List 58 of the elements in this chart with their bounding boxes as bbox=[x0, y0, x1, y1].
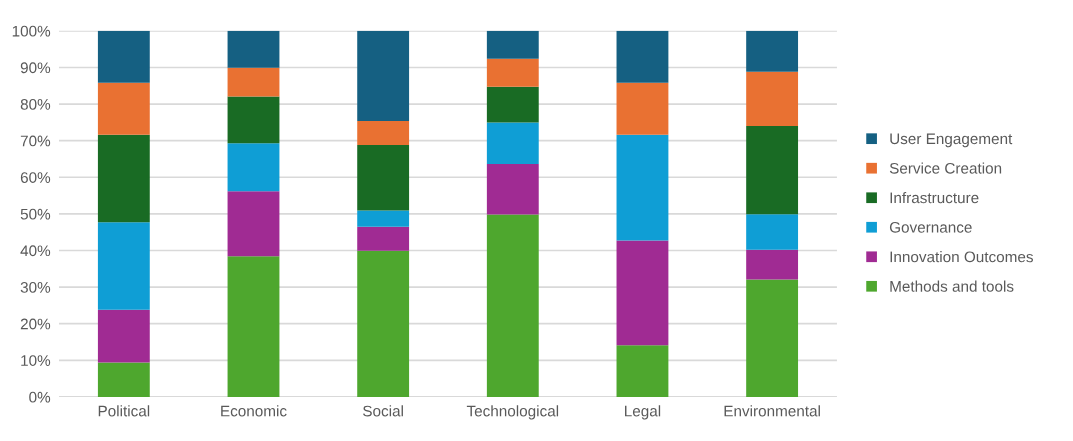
bar bbox=[97, 362, 150, 397]
bar bbox=[97, 30, 150, 83]
legend-label: Innovation Outcomes bbox=[890, 251, 1033, 263]
y-tick-label: 100% bbox=[12, 25, 51, 37]
bar bbox=[357, 30, 410, 121]
bar bbox=[227, 191, 280, 257]
y-tick-label: 60% bbox=[20, 172, 51, 183]
bar bbox=[227, 30, 280, 68]
x-tick-label: Social bbox=[363, 405, 403, 417]
bar bbox=[486, 164, 539, 215]
bar bbox=[746, 126, 799, 215]
legend-label: Methods and tools bbox=[890, 280, 1014, 292]
bar bbox=[357, 120, 410, 146]
bar bbox=[357, 145, 410, 211]
bar bbox=[616, 240, 669, 346]
bar bbox=[227, 256, 280, 397]
y-tick-label: 90% bbox=[20, 62, 51, 74]
y-tick-label: 80% bbox=[20, 98, 51, 110]
legend-label: Service Creation bbox=[889, 162, 1002, 174]
y-tick-label: 0% bbox=[29, 391, 51, 403]
bar bbox=[227, 143, 280, 192]
bar bbox=[97, 134, 150, 223]
y-tick-label: 40% bbox=[20, 245, 51, 257]
y-tick-label: 30% bbox=[20, 281, 51, 293]
bar bbox=[746, 71, 799, 127]
y-tick-label: 10% bbox=[21, 355, 51, 366]
bar bbox=[227, 96, 280, 144]
bar bbox=[616, 134, 669, 241]
bar bbox=[227, 67, 280, 97]
bar bbox=[486, 214, 539, 397]
x-tick-label: Legal bbox=[625, 405, 661, 420]
bar bbox=[616, 82, 669, 135]
bar bbox=[486, 86, 539, 123]
bar bbox=[746, 30, 799, 72]
legend-label: Governance bbox=[889, 221, 972, 233]
y-tick-label: 50% bbox=[20, 208, 51, 220]
bar bbox=[357, 250, 410, 397]
bar bbox=[97, 222, 150, 310]
bar bbox=[357, 210, 410, 227]
bar bbox=[616, 345, 669, 397]
bar bbox=[486, 30, 539, 59]
bar bbox=[97, 309, 150, 363]
x-tick-label: Environmental bbox=[724, 405, 820, 417]
bar bbox=[486, 122, 539, 165]
bar bbox=[746, 279, 799, 397]
bar bbox=[746, 249, 799, 280]
legend-label: Infrastructure bbox=[890, 192, 979, 204]
y-tick-label: 70% bbox=[20, 135, 51, 147]
bar bbox=[746, 214, 799, 250]
bar bbox=[616, 30, 669, 83]
x-tick-label: Economic bbox=[221, 405, 287, 417]
legend-label: User Engagement bbox=[890, 133, 1013, 148]
bar bbox=[357, 226, 410, 251]
y-tick-label: 20% bbox=[20, 318, 51, 330]
bar bbox=[486, 58, 539, 87]
x-tick-label: Political bbox=[98, 405, 150, 417]
x-tick-label: Technological bbox=[466, 405, 559, 420]
bar bbox=[97, 82, 150, 135]
